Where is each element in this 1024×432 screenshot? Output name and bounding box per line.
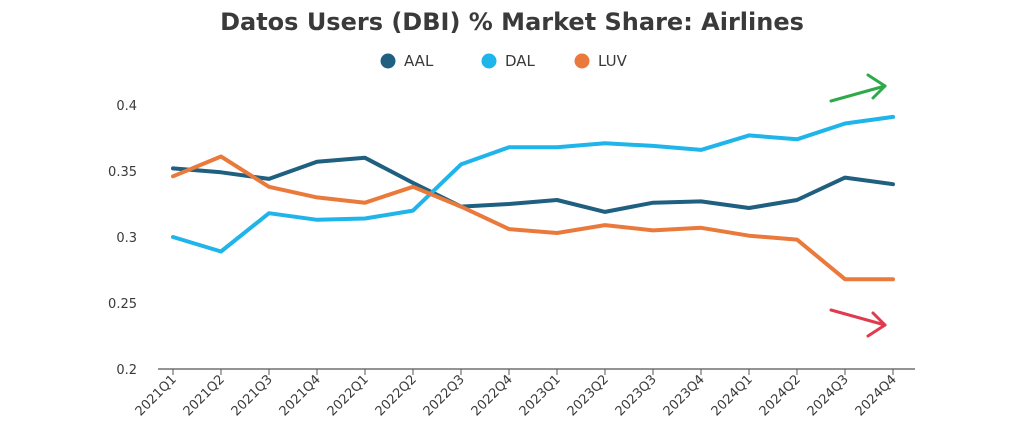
x-tick-label: 2023Q3 [613,372,660,419]
x-axis: 2021Q1 2021Q2 2021Q3 2021Q4 2022Q1 2022Q2 2022… [133,369,900,419]
x-tick-label: 2022Q4 [469,372,516,419]
x-tick-label: 2022Q3 [421,372,468,419]
x-tick-label: 2024Q1 [709,372,756,419]
x-tick-label: 2024Q3 [805,372,852,419]
x-tick-label: 2021Q3 [229,372,276,419]
x-tick-label: 2022Q2 [373,372,420,419]
arrow-down-icon [829,308,887,338]
legend-label-aal: AAL [404,52,434,70]
legend-marker-aal [380,53,396,69]
x-tick-label: 2021Q1 [133,372,180,419]
series-line-aal [171,155,895,214]
series-line-luv [171,154,895,282]
x-tick-label: 2021Q4 [277,372,324,419]
legend-label-dal: DAL [505,52,536,70]
x-tick-label: 2024Q2 [757,372,804,419]
x-tick-label: 2023Q1 [517,372,564,419]
y-tick-label: 0.25 [108,297,137,312]
x-tick-label: 2021Q2 [181,372,228,419]
arrow-up-icon [829,73,887,103]
x-tick-label: 2022Q1 [325,372,372,419]
legend-marker-luv [574,53,590,69]
series-group [171,114,895,282]
y-axis: 0.4 0.35 0.3 0.25 0.2 [108,99,137,378]
y-tick-label: 0.3 [116,231,137,246]
y-tick-label: 0.35 [108,165,137,180]
legend-label-luv: LUV [598,52,628,70]
x-tick-label: 2024Q4 [853,372,900,419]
y-tick-label: 0.4 [116,99,137,114]
chart-title: Datos Users (DBI) % Market Share: Airlin… [220,8,804,36]
series-line-dal [171,114,895,254]
legend: AAL DAL LUV [380,52,628,70]
x-tick-label: 2023Q4 [661,372,708,419]
legend-marker-dal [481,53,497,69]
annotations [829,73,887,338]
x-tick-label: 2023Q2 [565,372,612,419]
y-tick-label: 0.2 [116,363,137,378]
